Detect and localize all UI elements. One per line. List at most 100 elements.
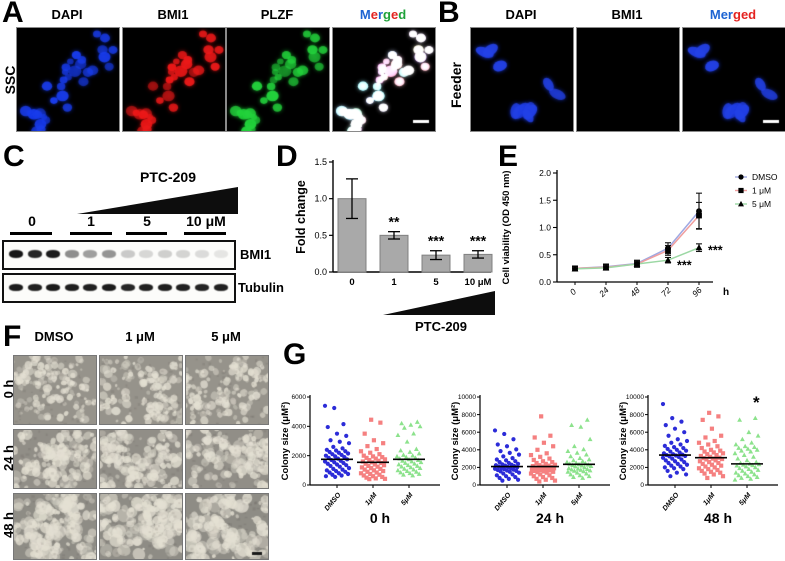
fluorescence-image-ssc-merged xyxy=(332,27,436,132)
brightfield-image xyxy=(99,429,183,489)
blot-band xyxy=(213,284,228,291)
svg-text:1.5: 1.5 xyxy=(539,195,551,205)
svg-text:10 μM: 10 μM xyxy=(465,277,492,288)
svg-text:10000: 10000 xyxy=(626,394,644,401)
colony-col-label-dmso: DMSO xyxy=(34,329,74,344)
blot-band xyxy=(64,250,79,258)
svg-text:5: 5 xyxy=(433,277,439,288)
brightfield-image xyxy=(13,429,97,489)
svg-text:5μM: 5μM xyxy=(570,492,584,507)
blot-band xyxy=(120,284,135,291)
svg-text:***: *** xyxy=(470,233,487,249)
svg-text:0 h: 0 h xyxy=(370,510,390,526)
svg-text:0: 0 xyxy=(640,482,644,489)
svg-text:1.5: 1.5 xyxy=(314,157,327,167)
svg-text:h: h xyxy=(723,287,729,298)
svg-text:5μM: 5μM xyxy=(400,492,414,507)
svg-text:DMSO: DMSO xyxy=(324,491,343,512)
blot-band xyxy=(139,250,154,258)
panel-f-letter: F xyxy=(3,320,22,353)
blot-band xyxy=(157,250,172,258)
colony-col-label-5um: 5 μM xyxy=(211,329,241,344)
lane-underline xyxy=(184,232,226,235)
svg-text:Cell viability (OD 450 nm): Cell viability (OD 450 nm) xyxy=(501,170,512,284)
brightfield-image xyxy=(13,355,97,425)
svg-text:DMSO: DMSO xyxy=(494,491,513,512)
svg-text:0: 0 xyxy=(472,482,476,489)
fluorescence-image-feeder-bmi1 xyxy=(576,27,680,132)
svg-text:5 μM: 5 μM xyxy=(752,199,771,209)
treatment-label-ptc209: PTC-209 xyxy=(139,169,197,185)
svg-text:0.5: 0.5 xyxy=(539,250,551,260)
blot-band xyxy=(102,284,116,291)
blot-band xyxy=(195,250,209,258)
svg-text:6000: 6000 xyxy=(630,429,645,436)
svg-text:5μM: 5μM xyxy=(738,492,752,507)
svg-text:1μM: 1μM xyxy=(702,492,716,507)
channel-label-merged: Merged xyxy=(359,7,407,22)
svg-text:96: 96 xyxy=(690,285,704,299)
svg-text:1 μM: 1 μM xyxy=(752,186,771,196)
colony-col-label-1um: 1 μM xyxy=(125,329,155,344)
blot-band xyxy=(9,284,23,291)
svg-text:48: 48 xyxy=(628,285,642,299)
panel-b-letter: B xyxy=(438,0,460,29)
blot-band xyxy=(102,250,116,258)
fluorescence-image-ssc-dapi xyxy=(16,27,120,132)
svg-text:Colony size (μM²): Colony size (μM²) xyxy=(280,402,291,481)
blot-band xyxy=(157,284,172,291)
panel-b-side-label: Feeder xyxy=(448,62,464,108)
svg-text:Colony size (μM²): Colony size (μM²) xyxy=(618,402,629,481)
channel-label-dapi-feeder: DAPI xyxy=(505,7,537,22)
blot-label-bmi1: BMI1 xyxy=(240,247,272,262)
svg-text:8000: 8000 xyxy=(630,412,645,419)
channel-label-bmi1-feeder: BMI1 xyxy=(611,7,643,22)
svg-text:72: 72 xyxy=(659,285,673,299)
blot-band xyxy=(195,284,209,291)
svg-text:1μM: 1μM xyxy=(364,492,378,507)
svg-text:0: 0 xyxy=(568,286,579,297)
svg-text:2000: 2000 xyxy=(462,465,477,472)
brightfield-image xyxy=(185,355,269,425)
brightfield-image xyxy=(185,493,269,560)
panel-g-letter: G xyxy=(283,338,307,371)
svg-text:0.5: 0.5 xyxy=(314,230,327,240)
blot-band xyxy=(27,250,42,258)
dose-label-1: 1 xyxy=(87,213,95,229)
blot-band xyxy=(64,284,79,291)
line-chart-cell-viability: 0.0 0.5 1.0 1.5 2.0 Cell viability (OD 450 nm… xyxy=(501,168,778,299)
svg-text:0: 0 xyxy=(302,482,306,489)
brightfield-image xyxy=(185,429,269,489)
fluorescence-image-feeder-merged xyxy=(682,27,785,132)
panel-d-letter: D xyxy=(276,140,298,173)
fluorescence-image-feeder-dapi xyxy=(470,27,574,132)
lane-underline xyxy=(10,232,52,235)
svg-text:***: *** xyxy=(677,259,692,273)
lane-underline xyxy=(70,232,112,235)
blot-band xyxy=(46,284,61,291)
svg-text:8000: 8000 xyxy=(462,412,477,419)
channel-label-bmi1: BMI1 xyxy=(157,7,189,22)
blot-band xyxy=(46,250,61,258)
blot-band xyxy=(83,250,98,258)
svg-text:4000: 4000 xyxy=(462,447,477,454)
blot-band xyxy=(176,250,191,258)
svg-text:4000: 4000 xyxy=(292,424,307,431)
svg-text:1.0: 1.0 xyxy=(314,194,327,204)
panel-c-letter: C xyxy=(3,140,25,173)
bar-chart-fold-change: 0.0 0.5 1.0 1.5 Fold change 0 ** 1 *** 5 *** 10 μM P… xyxy=(295,157,495,334)
dose-label-10: 10 μM xyxy=(186,213,226,229)
blot-band xyxy=(9,250,23,258)
svg-text:10000: 10000 xyxy=(458,394,476,401)
blot-band xyxy=(120,250,135,258)
svg-text:48 h: 48 h xyxy=(704,510,732,526)
svg-text:PTC-209: PTC-209 xyxy=(415,319,467,334)
western-blot-bmi1 xyxy=(2,240,236,270)
blot-band xyxy=(139,284,154,291)
svg-text:1μM: 1μM xyxy=(534,492,548,507)
svg-text:0.0: 0.0 xyxy=(314,267,327,277)
brightfield-image xyxy=(99,493,183,560)
lane-underline xyxy=(126,232,167,235)
